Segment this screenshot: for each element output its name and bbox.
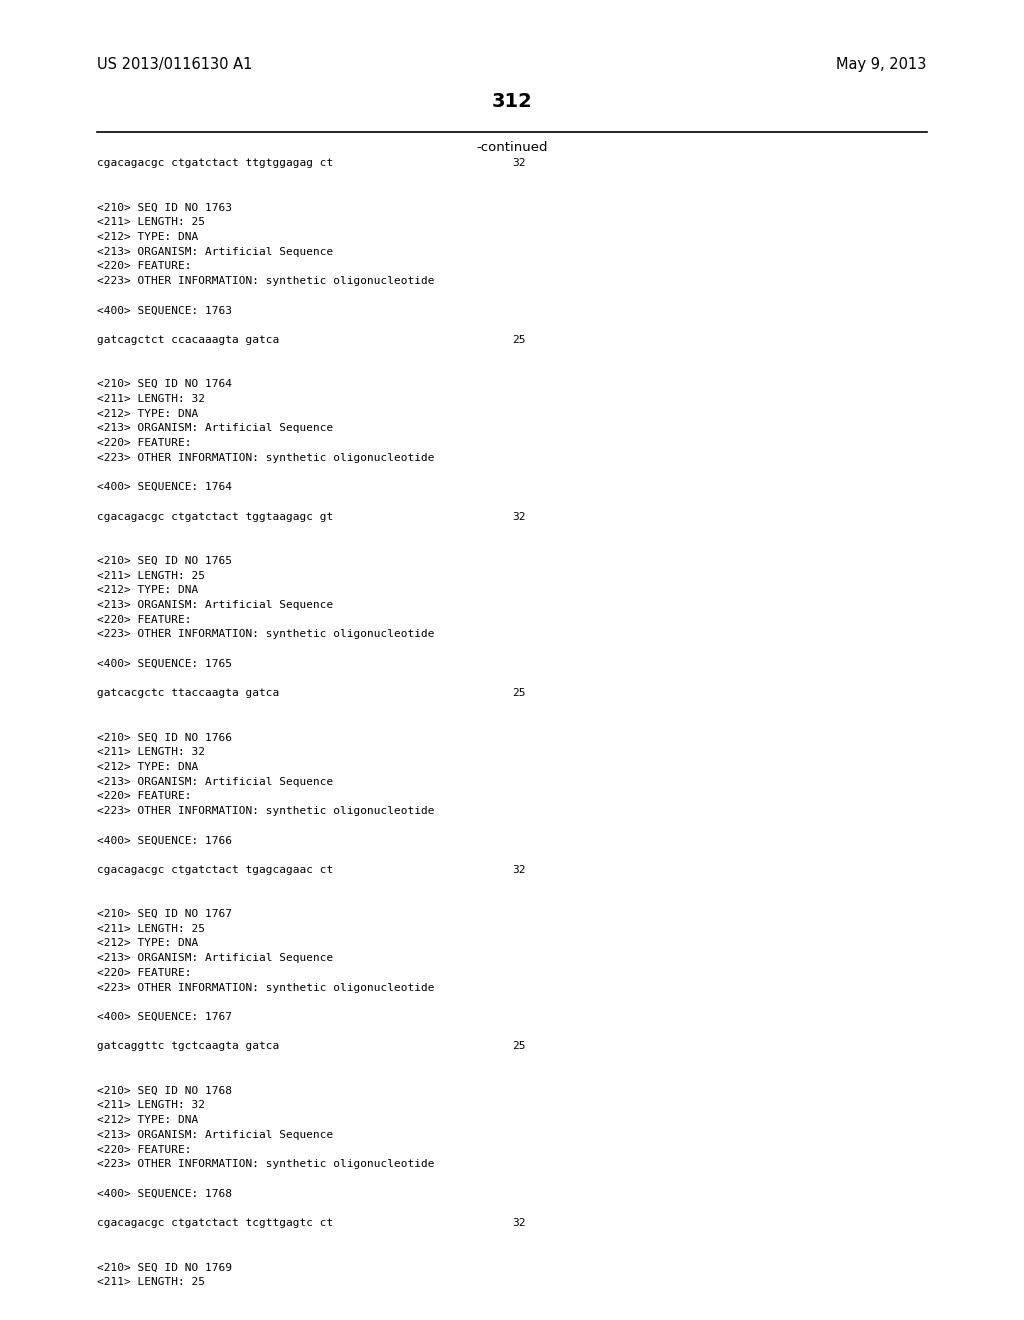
Text: <210> SEQ ID NO 1764: <210> SEQ ID NO 1764 (97, 379, 232, 389)
Text: <223> OTHER INFORMATION: synthetic oligonucleotide: <223> OTHER INFORMATION: synthetic oligo… (97, 276, 435, 286)
Text: 25: 25 (512, 1041, 525, 1052)
Text: 32: 32 (512, 512, 525, 521)
Text: <212> TYPE: DNA: <212> TYPE: DNA (97, 1115, 199, 1125)
Text: 25: 25 (512, 688, 525, 698)
Text: <211> LENGTH: 32: <211> LENGTH: 32 (97, 1101, 205, 1110)
Text: <220> FEATURE:: <220> FEATURE: (97, 968, 191, 978)
Text: <223> OTHER INFORMATION: synthetic oligonucleotide: <223> OTHER INFORMATION: synthetic oligo… (97, 453, 435, 463)
Text: <400> SEQUENCE: 1768: <400> SEQUENCE: 1768 (97, 1188, 232, 1199)
Text: <210> SEQ ID NO 1767: <210> SEQ ID NO 1767 (97, 909, 232, 919)
Text: <211> LENGTH: 25: <211> LENGTH: 25 (97, 924, 205, 933)
Text: <212> TYPE: DNA: <212> TYPE: DNA (97, 939, 199, 949)
Text: <212> TYPE: DNA: <212> TYPE: DNA (97, 232, 199, 242)
Text: <223> OTHER INFORMATION: synthetic oligonucleotide: <223> OTHER INFORMATION: synthetic oligo… (97, 807, 435, 816)
Text: <211> LENGTH: 25: <211> LENGTH: 25 (97, 570, 205, 581)
Text: cgacagacgc ctgatctact tgagcagaac ct: cgacagacgc ctgatctact tgagcagaac ct (97, 865, 334, 875)
Text: <211> LENGTH: 32: <211> LENGTH: 32 (97, 393, 205, 404)
Text: gatcacgctc ttaccaagta gatca: gatcacgctc ttaccaagta gatca (97, 688, 280, 698)
Text: <210> SEQ ID NO 1763: <210> SEQ ID NO 1763 (97, 202, 232, 213)
Text: 25: 25 (512, 335, 525, 345)
Text: 32: 32 (512, 1218, 525, 1228)
Text: <213> ORGANISM: Artificial Sequence: <213> ORGANISM: Artificial Sequence (97, 424, 334, 433)
Text: <220> FEATURE:: <220> FEATURE: (97, 615, 191, 624)
Text: 312: 312 (492, 92, 532, 111)
Text: <211> LENGTH: 25: <211> LENGTH: 25 (97, 1276, 205, 1287)
Text: US 2013/0116130 A1: US 2013/0116130 A1 (97, 57, 253, 71)
Text: <210> SEQ ID NO 1766: <210> SEQ ID NO 1766 (97, 733, 232, 742)
Text: gatcaggttc tgctcaagta gatca: gatcaggttc tgctcaagta gatca (97, 1041, 280, 1052)
Text: <400> SEQUENCE: 1767: <400> SEQUENCE: 1767 (97, 1012, 232, 1022)
Text: <220> FEATURE:: <220> FEATURE: (97, 261, 191, 272)
Text: <212> TYPE: DNA: <212> TYPE: DNA (97, 409, 199, 418)
Text: <211> LENGTH: 32: <211> LENGTH: 32 (97, 747, 205, 758)
Text: <212> TYPE: DNA: <212> TYPE: DNA (97, 585, 199, 595)
Text: cgacagacgc ctgatctact tggtaagagc gt: cgacagacgc ctgatctact tggtaagagc gt (97, 512, 334, 521)
Text: <212> TYPE: DNA: <212> TYPE: DNA (97, 762, 199, 772)
Text: <210> SEQ ID NO 1769: <210> SEQ ID NO 1769 (97, 1262, 232, 1272)
Text: <210> SEQ ID NO 1765: <210> SEQ ID NO 1765 (97, 556, 232, 566)
Text: cgacagacgc ctgatctact ttgtggagag ct: cgacagacgc ctgatctact ttgtggagag ct (97, 158, 334, 169)
Text: <211> LENGTH: 25: <211> LENGTH: 25 (97, 218, 205, 227)
Text: <220> FEATURE:: <220> FEATURE: (97, 438, 191, 447)
Text: <213> ORGANISM: Artificial Sequence: <213> ORGANISM: Artificial Sequence (97, 776, 334, 787)
Text: <400> SEQUENCE: 1766: <400> SEQUENCE: 1766 (97, 836, 232, 845)
Text: gatcagctct ccacaaagta gatca: gatcagctct ccacaaagta gatca (97, 335, 280, 345)
Text: <213> ORGANISM: Artificial Sequence: <213> ORGANISM: Artificial Sequence (97, 953, 334, 964)
Text: cgacagacgc ctgatctact tcgttgagtc ct: cgacagacgc ctgatctact tcgttgagtc ct (97, 1218, 334, 1228)
Text: <400> SEQUENCE: 1765: <400> SEQUENCE: 1765 (97, 659, 232, 669)
Text: <213> ORGANISM: Artificial Sequence: <213> ORGANISM: Artificial Sequence (97, 1130, 334, 1139)
Text: <400> SEQUENCE: 1763: <400> SEQUENCE: 1763 (97, 306, 232, 315)
Text: <213> ORGANISM: Artificial Sequence: <213> ORGANISM: Artificial Sequence (97, 247, 334, 256)
Text: <220> FEATURE:: <220> FEATURE: (97, 791, 191, 801)
Text: <400> SEQUENCE: 1764: <400> SEQUENCE: 1764 (97, 482, 232, 492)
Text: 32: 32 (512, 158, 525, 169)
Text: <213> ORGANISM: Artificial Sequence: <213> ORGANISM: Artificial Sequence (97, 599, 334, 610)
Text: <223> OTHER INFORMATION: synthetic oligonucleotide: <223> OTHER INFORMATION: synthetic oligo… (97, 982, 435, 993)
Text: -continued: -continued (476, 141, 548, 154)
Text: <223> OTHER INFORMATION: synthetic oligonucleotide: <223> OTHER INFORMATION: synthetic oligo… (97, 630, 435, 639)
Text: 32: 32 (512, 865, 525, 875)
Text: <223> OTHER INFORMATION: synthetic oligonucleotide: <223> OTHER INFORMATION: synthetic oligo… (97, 1159, 435, 1170)
Text: <210> SEQ ID NO 1768: <210> SEQ ID NO 1768 (97, 1085, 232, 1096)
Text: May 9, 2013: May 9, 2013 (837, 57, 927, 71)
Text: <220> FEATURE:: <220> FEATURE: (97, 1144, 191, 1155)
